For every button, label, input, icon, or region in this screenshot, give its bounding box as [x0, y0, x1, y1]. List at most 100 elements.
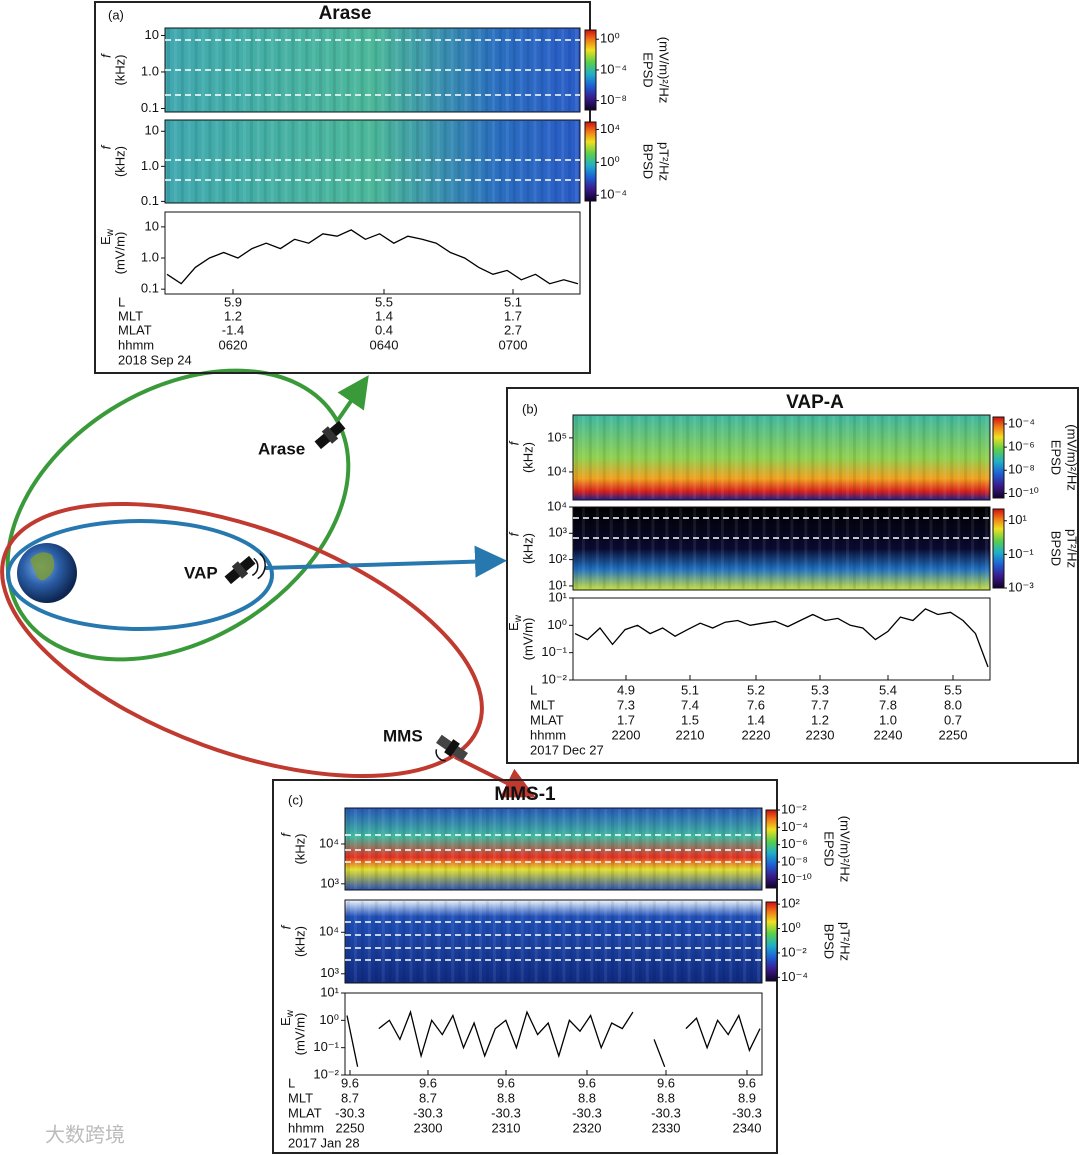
colorbar-label: pT²/Hz [657, 142, 672, 181]
y-tick-label: 10⁴ [547, 463, 567, 478]
y-axis-label: Ew [98, 228, 115, 245]
row-value: 9.6 [657, 1075, 675, 1090]
colorbar-tick-label: 10⁰ [781, 920, 801, 935]
row-value: 1.4 [747, 712, 765, 727]
colorbar-label: BPSD [641, 144, 656, 179]
colorbar-label: BPSD [822, 924, 837, 959]
row-value: 4.9 [617, 682, 635, 697]
colorbar-label: (mV/m)²/Hz [838, 816, 853, 882]
row-value: 2220 [742, 727, 771, 742]
row-value: -30.3 [335, 1105, 365, 1120]
mms-arrow [454, 755, 536, 798]
y-axis-label: f [98, 144, 113, 149]
row-label: MLT [288, 1090, 313, 1105]
row-value: 2200 [612, 727, 641, 742]
row-label: L [530, 682, 537, 697]
row-value: 8.8 [578, 1090, 596, 1105]
vap-arrow [264, 545, 507, 578]
row-value: 5.5 [944, 682, 962, 697]
row-value: 2240 [874, 727, 903, 742]
colorbar-label: (mV/m)²/Hz [657, 37, 672, 103]
panel-title: MMS-1 [494, 784, 556, 805]
vap-orbit [6, 519, 274, 631]
ew-frame [344, 992, 763, 1076]
ew-line [346, 1009, 761, 1068]
row-value: 5.3 [811, 682, 829, 697]
colorbar [765, 901, 778, 982]
row-label: MLAT [530, 712, 564, 727]
y-axis-label: (kHz) [292, 833, 307, 864]
y-tick-label: 10⁻² [313, 1066, 339, 1081]
row-label: hhmm [530, 727, 566, 742]
row-value: 5.9 [224, 294, 242, 309]
ew-symbol: E [278, 1017, 293, 1026]
ew-line [574, 608, 989, 668]
row-value: 1.7 [504, 308, 522, 323]
colorbar-label: (mV/m)²/Hz [1065, 424, 1080, 490]
y-tick-label: 0.1 [141, 100, 159, 115]
row-value: 0700 [499, 337, 528, 352]
colorbar-tick-label: 10⁴ [600, 121, 620, 136]
date: 2017 Dec 27 [530, 742, 604, 757]
spectrogram [344, 807, 763, 891]
ew-subscript: w [105, 228, 116, 237]
row-value: 9.6 [497, 1075, 515, 1090]
panel-tag: (c) [288, 792, 303, 807]
y-axis-label: (mV/m) [292, 1013, 307, 1056]
row-value: 0.4 [375, 322, 393, 337]
y-tick-label: 10³ [320, 875, 339, 890]
row-value: 2230 [806, 727, 835, 742]
colorbar-tick-label: 10⁻² [781, 801, 807, 816]
ew-frame [572, 597, 991, 681]
row-label: MLT [118, 308, 143, 323]
y-tick-label: 10⁴ [319, 924, 339, 939]
row-label: MLAT [288, 1105, 322, 1120]
row-value: 2310 [492, 1120, 521, 1135]
y-tick-label: 1.0 [141, 249, 159, 264]
y-tick-label: 10⁴ [319, 835, 339, 850]
colorbar-tick-label: 10⁻⁶ [1008, 439, 1035, 454]
panel-frame [506, 387, 1079, 764]
row-value: 2.7 [504, 322, 522, 337]
panel-tag: (a) [108, 7, 124, 22]
colorbar-tick-label: 10⁻¹⁰ [781, 871, 812, 886]
y-tick-label: 10 [145, 27, 159, 42]
row-value: 9.6 [341, 1075, 359, 1090]
row-value: 2250 [939, 727, 968, 742]
row-value: 1.2 [224, 308, 242, 323]
orbit-label: VAP [184, 563, 218, 582]
colorbar-label: EPSD [641, 52, 656, 87]
row-value: 1.5 [681, 712, 699, 727]
y-tick-label: 10¹ [320, 984, 339, 999]
row-value: 2340 [733, 1120, 762, 1135]
y-axis-label: (kHz) [292, 926, 307, 957]
row-value: 7.3 [617, 697, 635, 712]
y-axis-label: f [506, 531, 521, 536]
spectrogram [572, 414, 991, 501]
y-tick-label: 10² [548, 551, 567, 566]
colorbar-label: pT²/Hz [1065, 529, 1080, 568]
colorbar-tick-label: 10² [781, 896, 800, 911]
row-value: -30.3 [491, 1105, 521, 1120]
row-value: -30.3 [413, 1105, 443, 1120]
orbit-diagram: Arase VAP MMS [0, 368, 536, 798]
arase-arrow [336, 375, 369, 422]
row-value: 1.2 [811, 712, 829, 727]
colorbar [765, 809, 778, 889]
row-value: 5.5 [375, 294, 393, 309]
colorbar [992, 416, 1005, 499]
panel-tag: (b) [522, 401, 538, 416]
colorbar-tick-label: 10⁻² [781, 944, 807, 959]
y-tick-label: 1.0 [141, 63, 159, 78]
date: 2017 Jan 28 [288, 1135, 360, 1150]
earth-land [30, 552, 55, 581]
spectrogram [164, 119, 581, 204]
y-axis-label: f [278, 924, 293, 929]
arase-satellite [314, 420, 346, 450]
row-value: 2210 [676, 727, 705, 742]
row-value: 7.8 [879, 697, 897, 712]
row-value: 1.0 [879, 712, 897, 727]
row-value: 5.4 [879, 682, 897, 697]
